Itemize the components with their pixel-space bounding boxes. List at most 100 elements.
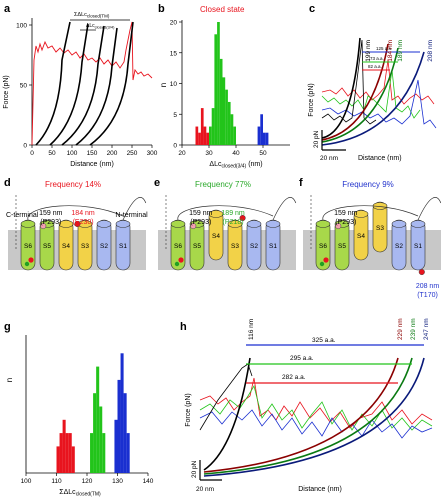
- c-terminal-marker: [28, 257, 34, 263]
- panel-c-label-blue: 208 nm: [427, 40, 434, 62]
- helix-cap: [170, 220, 186, 228]
- panel-b-xticks: 20 30 40 50: [178, 145, 267, 157]
- n-terminal-label: N-terminal: [115, 212, 148, 219]
- length-color: 189 nm: [221, 210, 245, 217]
- panel-c-fit-black: [321, 37, 361, 139]
- ytick-label: 15: [170, 50, 178, 57]
- panel-a-ylabel: Force (pN): [3, 75, 10, 108]
- histogram-bar: [120, 353, 124, 473]
- helix-body: [391, 219, 407, 271]
- length-color: 184 nm: [71, 210, 95, 217]
- helix-label: S5: [193, 243, 201, 250]
- helix-s2: S2: [96, 219, 112, 271]
- panel-b-title: Closed state: [200, 5, 245, 14]
- helix-label: S1: [414, 243, 422, 250]
- histogram-bar: [230, 114, 234, 145]
- panel-a-wlc-4: [75, 27, 118, 146]
- residue-marker-variant: [239, 214, 246, 222]
- c-terminal-marker: [178, 257, 184, 263]
- helix-s5: S5: [189, 219, 205, 271]
- panel-a-xticks: 0 50 100 150 200 250 300: [30, 145, 158, 157]
- helix-label: S4: [357, 233, 365, 240]
- panel-c-scale-y-label: 20 pN: [313, 130, 320, 148]
- histogram-bar: [96, 366, 100, 473]
- xtick-label: 140: [143, 478, 154, 485]
- histogram-bar: [93, 393, 97, 473]
- histogram-bar: [211, 108, 215, 145]
- histogram-bar: [56, 446, 60, 473]
- helix-body: [39, 219, 55, 271]
- length-black: 159 nm: [334, 210, 358, 217]
- histogram-bar: [114, 419, 118, 473]
- panel-c-label-green: 189 nm: [397, 40, 404, 62]
- panel-a-ytick-label: 100: [16, 23, 27, 30]
- helix-cap: [96, 220, 112, 228]
- helix-label: S6: [24, 243, 32, 250]
- n-terminal-tail: [417, 197, 441, 221]
- helix-label: S1: [119, 243, 127, 250]
- panel-h-trace-blue: [199, 409, 433, 439]
- helix-s1: S1: [115, 219, 131, 271]
- panel-a-letter: a: [4, 3, 11, 15]
- helix-label: S2: [395, 243, 403, 250]
- panel-d: d Frequency 14% S6 S5 S4 S3 S2 S1 159 nm (P293) 18…: [4, 177, 148, 271]
- histogram-bar: [263, 132, 266, 145]
- panel-a-xtick-label: 200: [107, 150, 118, 157]
- panel-g-xticks: 100 110 120 130 140: [21, 473, 154, 485]
- histogram-bar: [257, 126, 261, 145]
- panel-g: g n 100 110 120 130 140 ΣΔLcclosed(TM): [4, 321, 154, 498]
- panel-c-label-red: 184 nm: [387, 40, 394, 62]
- helix-body: [334, 219, 350, 271]
- helix-body: [189, 219, 205, 271]
- panel-h-fit-black: [203, 357, 251, 471]
- helix-label: S3: [376, 225, 384, 232]
- ytick-label: 10: [170, 81, 178, 88]
- panel-h-ylabel: Force (pN): [185, 393, 192, 426]
- helix-label: S6: [319, 243, 327, 250]
- panel-h-scale-x-label: 20 nm: [196, 486, 214, 493]
- histogram-bar: [219, 58, 223, 145]
- panel-c-trace-blue: [321, 79, 437, 129]
- residue-black: (P293): [190, 219, 211, 226]
- helix-s2: S2: [246, 219, 262, 271]
- histogram-bar: [102, 433, 106, 473]
- panel-h-fit-red: [203, 357, 399, 473]
- panel-h-aa-1: 325 a.a.: [312, 337, 336, 344]
- residue-marker-variant: [418, 268, 425, 276]
- histogram-bar: [126, 433, 130, 473]
- c-terminal-label: C-terminal: [6, 212, 39, 219]
- histogram-bar: [203, 126, 207, 145]
- panel-b-letter: b: [158, 3, 165, 15]
- residue-color: (P218): [223, 219, 244, 226]
- ytick-label: 5: [173, 112, 177, 119]
- n-terminal-tail: [272, 197, 297, 221]
- histogram-bar: [222, 77, 226, 145]
- xtick-label: 130: [112, 478, 123, 485]
- helix-label: S5: [43, 243, 51, 250]
- histogram-bar: [200, 108, 204, 145]
- panel-e-frequency: Frequency 77%: [195, 180, 251, 189]
- panel-f-frequency: Frequency 9%: [342, 180, 394, 189]
- panel-b-ylabel: n: [159, 83, 168, 87]
- panel-a-annot-2: ΔLcclosed(3/4): [86, 23, 115, 30]
- histogram-bar: [90, 433, 94, 473]
- helix-s4: S4: [208, 209, 224, 261]
- helix-body: [246, 219, 262, 271]
- histogram-bar: [195, 126, 199, 145]
- helix-s4: S4: [353, 209, 369, 261]
- helix-body: [58, 219, 74, 271]
- histogram-bar: [209, 126, 212, 145]
- helix-cap: [246, 220, 262, 228]
- helix-cap: [227, 220, 243, 228]
- panel-f-letter: f: [299, 177, 303, 189]
- panel-h-aa-2: 295 a.a.: [290, 355, 314, 362]
- helix-s3: S3: [227, 219, 243, 271]
- panel-c-ylabel: Force (pN): [308, 83, 315, 116]
- panel-a-annot-1: ΣΔLcclosed(TM): [74, 12, 110, 19]
- xtick-label: 20: [178, 150, 186, 157]
- helix-label: S3: [231, 243, 239, 250]
- helix-cap: [265, 220, 281, 228]
- panel-a-wlc-2: [49, 23, 89, 146]
- panel-a-ytick-label: 50: [20, 83, 28, 90]
